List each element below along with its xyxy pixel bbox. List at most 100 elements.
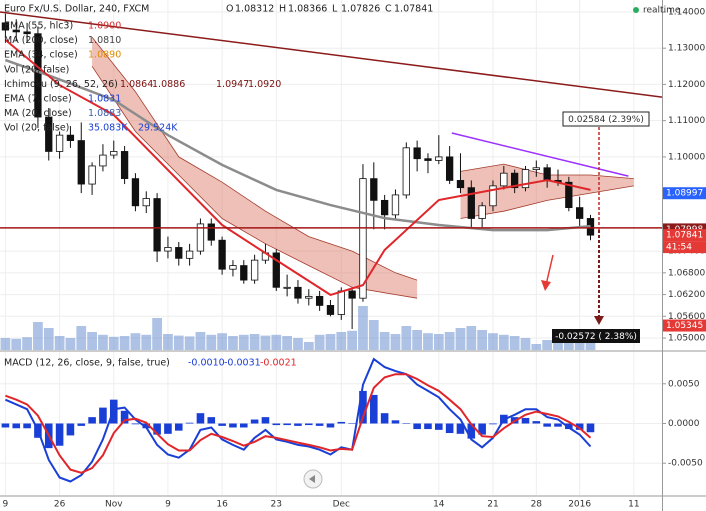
histogram-bar <box>77 423 86 426</box>
candle-body <box>272 252 280 288</box>
x-tick-label: 23 <box>271 500 282 510</box>
candle-body <box>153 198 161 252</box>
volume-bar <box>314 334 325 350</box>
histogram-bar <box>554 423 562 427</box>
histogram-bar <box>185 422 194 424</box>
y-tick-label: 1.13000 <box>668 44 705 54</box>
histogram-bar <box>174 423 183 431</box>
x-tick-label: Dec <box>333 500 350 510</box>
candle-body <box>34 33 42 118</box>
histogram-bar <box>315 423 324 426</box>
x-tick-label: 16 <box>216 500 228 510</box>
indicator-value: 1.0864 <box>120 79 153 90</box>
y-tick-label: 1.06200 <box>668 290 705 300</box>
volume-bar <box>33 322 43 350</box>
histogram-bar <box>337 421 346 424</box>
volume-bar <box>282 336 292 350</box>
volume-bar <box>293 338 303 350</box>
y-tick-label: 1.12000 <box>668 80 705 90</box>
x-tick-label: 9 <box>165 500 171 510</box>
histogram-bar <box>164 423 172 434</box>
histogram-bar <box>272 423 281 426</box>
candle-body <box>532 167 540 170</box>
volume-bar <box>520 338 531 350</box>
candle-body <box>294 286 302 299</box>
volume-bar <box>184 336 195 350</box>
countdown-box <box>663 241 706 254</box>
annotation: 0.02584 (2.39%) <box>568 115 644 125</box>
histogram-bar <box>66 423 75 436</box>
histogram-bar <box>543 423 551 427</box>
volume-bar <box>119 336 130 350</box>
volume-bar <box>390 334 401 350</box>
histogram-bar <box>229 423 237 428</box>
price-label: 1.07841 <box>666 231 703 241</box>
indicator-value: 29.524K <box>138 123 178 134</box>
histogram-bar <box>575 423 584 430</box>
volume-bar <box>498 334 509 350</box>
ohlc-key: L <box>332 4 338 15</box>
candle-body <box>348 290 356 299</box>
y-tick-label: 1.05000 <box>668 334 705 344</box>
indicator-name: MA (20, close) <box>4 108 72 119</box>
histogram-bar <box>326 423 335 428</box>
volume-bar <box>553 338 563 350</box>
volume-bar <box>401 326 412 350</box>
histogram-bar <box>456 423 465 434</box>
candle-body <box>445 156 454 181</box>
candle-body <box>88 165 96 185</box>
price-label-box <box>663 229 706 242</box>
y-tick-label: -0.0050 <box>668 459 703 469</box>
candle-body <box>131 178 140 207</box>
histogram-bar <box>359 390 367 424</box>
candle-body <box>196 223 205 252</box>
indicator-value: 1.0831 <box>88 94 121 105</box>
indicator-name: MA (200, close) <box>4 35 78 46</box>
ohlc-key: O <box>226 4 233 15</box>
candle-body <box>370 178 378 201</box>
macd-value: -0.0010 <box>188 358 225 369</box>
volume-bar <box>542 340 553 350</box>
volume-bar <box>412 330 423 350</box>
x-tick-label: 21 <box>487 500 498 510</box>
volume-bar <box>11 338 22 350</box>
volume-bar <box>141 334 152 350</box>
volume-bar <box>433 334 444 350</box>
candle-body <box>413 147 421 160</box>
x-tick-label: 9 <box>3 500 9 510</box>
x-tick-label: 28 <box>531 500 543 510</box>
histogram-bar <box>99 407 107 424</box>
annotation: -0.02572 ( 2.38%) <box>555 332 637 342</box>
candle-body <box>164 247 172 252</box>
ohlc-value: 1.08366 <box>288 4 327 15</box>
arrow-head <box>594 316 604 325</box>
volume-bar <box>325 334 336 350</box>
arrow <box>545 254 554 286</box>
line <box>4 39 591 296</box>
y-tick-label: 0.0050 <box>668 379 700 389</box>
histogram-bar <box>413 423 421 430</box>
histogram-bar <box>467 423 476 439</box>
indicator-value: 1.0810 <box>88 35 121 46</box>
macd-value: -0.0021 <box>260 358 297 369</box>
volume-bar <box>173 335 184 350</box>
volume-bar <box>0 338 11 350</box>
ohlc-value: 1.08312 <box>235 4 274 15</box>
indicator-value: 1.0920 <box>248 79 281 90</box>
volume-bar <box>87 332 97 350</box>
line <box>4 58 591 232</box>
ohlc-value: 1.07841 <box>394 4 433 15</box>
histogram-bar <box>1 423 10 428</box>
volume-bar <box>531 344 542 350</box>
macd-value: -0.0031 <box>224 358 261 369</box>
candle-body <box>456 180 465 189</box>
scroll-button[interactable] <box>303 469 323 489</box>
price-label-box <box>663 187 706 200</box>
indicator-name: EMA (34, close) <box>4 50 78 61</box>
histogram-bar <box>478 423 486 435</box>
volume-bar <box>43 328 54 350</box>
histogram-bar <box>348 423 356 424</box>
y-tick-label: 1.05600 <box>668 312 705 322</box>
